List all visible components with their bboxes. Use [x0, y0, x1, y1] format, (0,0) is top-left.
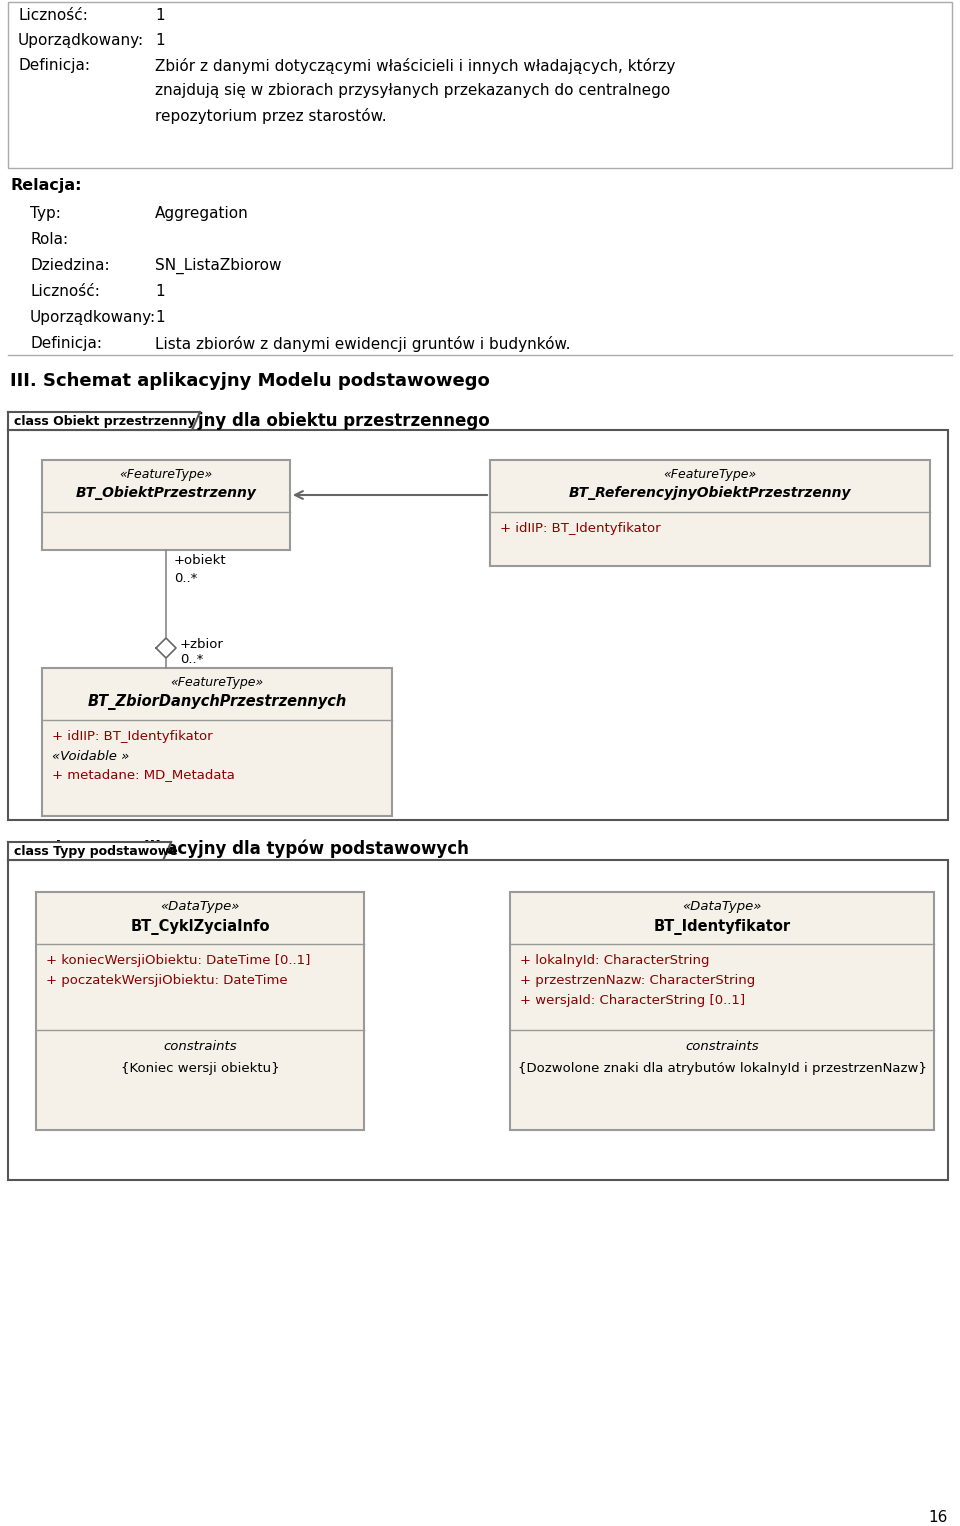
- Text: class Obiekt przestrzenny: class Obiekt przestrzenny: [14, 415, 196, 427]
- Text: BT_ObiektPrzestrzenny: BT_ObiektPrzestrzenny: [76, 485, 256, 501]
- Text: 1. Schemat aplikacyjny dla obiektu przestrzennego: 1. Schemat aplikacyjny dla obiektu przes…: [10, 412, 490, 430]
- Text: Uporządkowany:: Uporządkowany:: [18, 34, 144, 47]
- Text: {Koniec wersji obiektu}: {Koniec wersji obiektu}: [121, 1062, 279, 1074]
- Text: Zbiór z danymi dotyczącymi właścicieli i innych władających, którzy: Zbiór z danymi dotyczącymi właścicieli i…: [155, 58, 676, 73]
- Text: + idIIP: BT_Identyfikator: + idIIP: BT_Identyfikator: [52, 729, 212, 743]
- Text: znajdują się w zbiorach przysyłanych przekazanych do centralnego: znajdują się w zbiorach przysyłanych prz…: [155, 82, 670, 98]
- Text: «Voidable »: «Voidable »: [52, 749, 130, 763]
- Text: Relacja:: Relacja:: [10, 179, 82, 192]
- Text: BT_ReferencyjnyObiektPrzestrzenny: BT_ReferencyjnyObiektPrzestrzenny: [568, 485, 852, 501]
- Bar: [42, 459, 290, 549]
- Text: +zbior: +zbior: [180, 638, 224, 652]
- Bar: [8, 861, 948, 1180]
- Text: + lokalnyId: CharacterString: + lokalnyId: CharacterString: [520, 954, 709, 967]
- Text: 0..*: 0..*: [180, 653, 204, 665]
- Bar: [490, 459, 930, 566]
- Text: + metadane: MD_Metadata: + metadane: MD_Metadata: [52, 768, 235, 781]
- Text: class Typy podstawowe: class Typy podstawowe: [14, 845, 178, 858]
- Text: + idIIP: BT_Identyfikator: + idIIP: BT_Identyfikator: [500, 522, 660, 536]
- Text: III. Schemat aplikacyjny Modelu podstawowego: III. Schemat aplikacyjny Modelu podstawo…: [10, 372, 490, 391]
- Text: repozytorium przez starostów.: repozytorium przez starostów.: [155, 108, 387, 124]
- Text: + przestrzenNazw: CharacterString: + przestrzenNazw: CharacterString: [520, 974, 756, 987]
- Bar: [42, 668, 392, 816]
- Text: SN_ListaZbiorow: SN_ListaZbiorow: [155, 258, 281, 275]
- Text: 2. Schemat aplikacyjny dla typów podstawowych: 2. Schemat aplikacyjny dla typów podstaw…: [10, 839, 468, 859]
- Text: 1: 1: [155, 34, 164, 47]
- Text: «DataType»: «DataType»: [160, 900, 240, 913]
- Text: «FeatureType»: «FeatureType»: [170, 676, 264, 690]
- Text: Liczność:: Liczność:: [18, 8, 88, 23]
- Text: Definicja:: Definicja:: [18, 58, 90, 73]
- Polygon shape: [156, 638, 176, 658]
- Text: Uporządkowany:: Uporządkowany:: [30, 310, 156, 325]
- Text: Typ:: Typ:: [30, 206, 60, 221]
- Text: constraints: constraints: [685, 1041, 758, 1053]
- Polygon shape: [8, 842, 171, 861]
- Bar: [8, 430, 948, 819]
- Text: «DataType»: «DataType»: [683, 900, 761, 913]
- Text: BT_ZbiorDanychPrzestrzennych: BT_ZbiorDanychPrzestrzennych: [87, 694, 347, 710]
- Polygon shape: [8, 412, 200, 430]
- Text: BT_CyklZyciaInfo: BT_CyklZyciaInfo: [131, 919, 270, 935]
- Text: 1: 1: [155, 284, 164, 299]
- Text: +obiekt: +obiekt: [174, 554, 227, 568]
- Bar: [36, 893, 364, 1129]
- Text: Rola:: Rola:: [30, 232, 68, 247]
- Text: 1: 1: [155, 310, 164, 325]
- Text: {Dozwolone znaki dla atrybutów lokalnyId i przestrzenNazw}: {Dozwolone znaki dla atrybutów lokalnyId…: [517, 1062, 926, 1074]
- Text: 1: 1: [155, 8, 164, 23]
- Text: + wersjaId: CharacterString [0..1]: + wersjaId: CharacterString [0..1]: [520, 993, 745, 1007]
- Text: 16: 16: [928, 1511, 948, 1524]
- Text: + koniecWersjiObiektu: DateTime [0..1]: + koniecWersjiObiektu: DateTime [0..1]: [46, 954, 310, 967]
- Text: constraints: constraints: [163, 1041, 237, 1053]
- Text: «FeatureType»: «FeatureType»: [663, 468, 756, 481]
- Text: Lista zbiorów z danymi ewidencji gruntów i budynków.: Lista zbiorów z danymi ewidencji gruntów…: [155, 336, 570, 353]
- Bar: [8, 2, 952, 168]
- Text: Definicja:: Definicja:: [30, 336, 102, 351]
- Text: Liczność:: Liczność:: [30, 284, 100, 299]
- Text: Aggregation: Aggregation: [155, 206, 249, 221]
- Text: Dziedzina:: Dziedzina:: [30, 258, 109, 273]
- Text: + poczatekWersjiObiektu: DateTime: + poczatekWersjiObiektu: DateTime: [46, 974, 288, 987]
- Text: 0..*: 0..*: [174, 572, 198, 584]
- Text: BT_Identyfikator: BT_Identyfikator: [654, 919, 791, 935]
- Text: «FeatureType»: «FeatureType»: [119, 468, 212, 481]
- Bar: [510, 893, 934, 1129]
